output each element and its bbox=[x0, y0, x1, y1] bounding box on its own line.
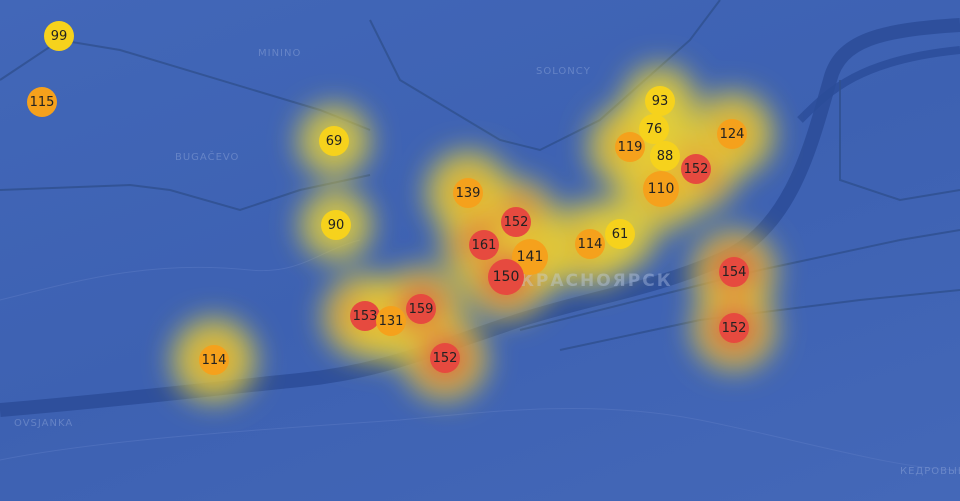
aqi-marker[interactable]: 76 bbox=[639, 114, 669, 144]
aqi-marker[interactable]: 139 bbox=[453, 178, 483, 208]
aqi-marker[interactable]: 141 bbox=[512, 239, 548, 275]
aqi-marker[interactable]: 150 bbox=[488, 259, 524, 295]
aqi-marker[interactable]: 159 bbox=[406, 294, 436, 324]
place-label: Ovsjanka bbox=[14, 418, 74, 429]
river-branch bbox=[797, 46, 960, 123]
aqi-marker[interactable]: 119 bbox=[615, 132, 645, 162]
aqi-marker[interactable]: 61 bbox=[605, 219, 635, 249]
place-label: Кедровый bbox=[900, 466, 960, 477]
aqi-marker[interactable]: 152 bbox=[681, 154, 711, 184]
city-label: Красноярск bbox=[520, 271, 673, 291]
aqi-marker[interactable]: 152 bbox=[430, 343, 460, 373]
place-label: Minino bbox=[258, 48, 302, 59]
aqi-marker[interactable]: 88 bbox=[650, 141, 680, 171]
aqi-marker[interactable]: 152 bbox=[719, 313, 749, 343]
aqi-marker[interactable]: 110 bbox=[643, 171, 679, 207]
aqi-marker[interactable]: 99 bbox=[44, 21, 74, 51]
place-label: Bugačevo bbox=[175, 152, 240, 163]
aqi-marker[interactable]: 131 bbox=[376, 306, 406, 336]
aqi-marker[interactable]: 152 bbox=[501, 207, 531, 237]
aqi-marker[interactable]: 153 bbox=[350, 301, 380, 331]
place-label: Solonсy bbox=[536, 66, 591, 77]
aqi-marker[interactable]: 114 bbox=[199, 345, 229, 375]
aqi-marker[interactable]: 69 bbox=[319, 126, 349, 156]
aqi-marker[interactable]: 161 bbox=[469, 230, 499, 260]
aqi-marker[interactable]: 124 bbox=[717, 119, 747, 149]
aqi-marker[interactable]: 93 bbox=[645, 86, 675, 116]
aqi-marker[interactable]: 114 bbox=[575, 229, 605, 259]
aqi-marker[interactable]: 115 bbox=[27, 87, 57, 117]
aqi-marker[interactable]: 154 bbox=[719, 257, 749, 287]
aqi-marker[interactable]: 90 bbox=[321, 210, 351, 240]
